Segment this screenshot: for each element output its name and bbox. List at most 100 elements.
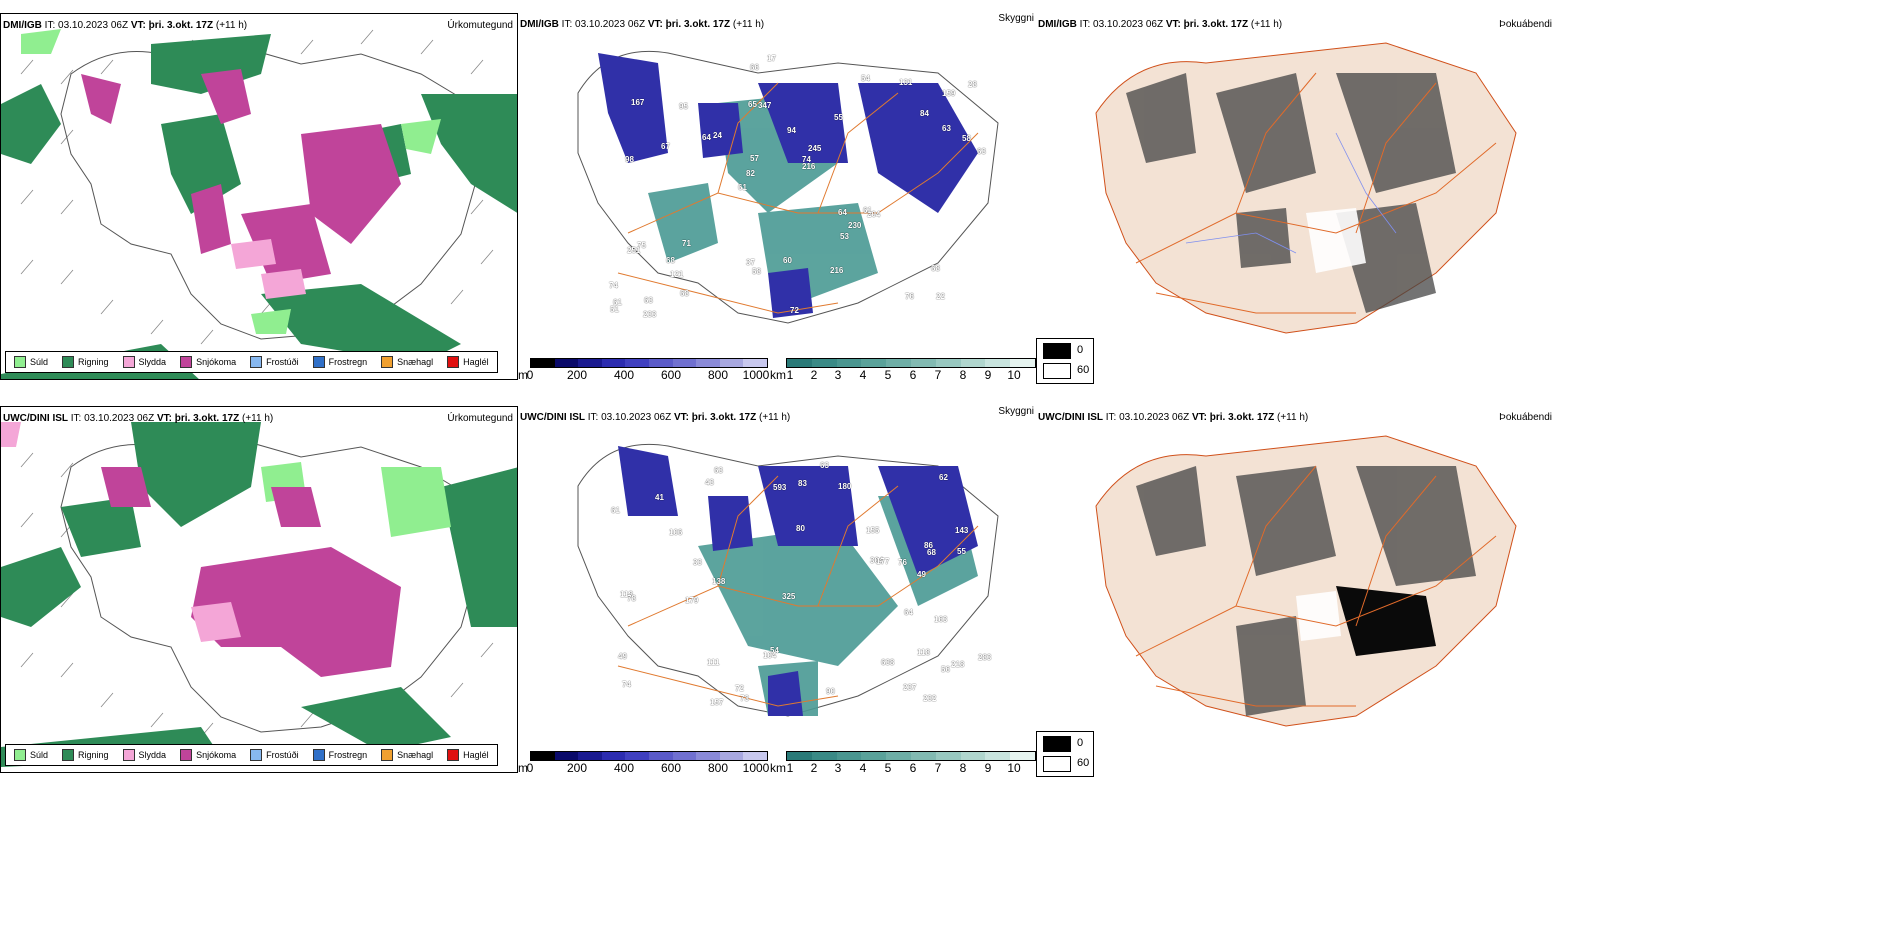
visibility-map-panel-2: UWC/DINI ISL IT: 03.10.2023 06Z VT: þri.… — [518, 406, 1036, 773]
legend-item: Slydda — [122, 356, 166, 368]
colorbar-swatch — [1010, 752, 1035, 760]
colorbar-swatch — [910, 359, 936, 367]
legend-item: Frostregn — [312, 749, 367, 761]
colorbar-tick: 9 — [984, 368, 992, 382]
legend-item: Snæhagl — [381, 749, 433, 761]
ceiling-value-label: 61 — [613, 298, 622, 307]
ceiling-value-label: 74 — [609, 281, 618, 290]
ceiling-value-label: 251 — [627, 246, 641, 255]
colorbar-tick: 6 — [909, 368, 917, 382]
colorbar-tick: 8 — [959, 368, 967, 382]
colorbar-tick: 4 — [859, 368, 867, 382]
ceiling-value-label: 304 — [870, 556, 884, 565]
precip-map-2 — [1, 422, 517, 767]
ceiling-value-label: 98 — [625, 155, 634, 164]
precip-map-panel-2: UWC/DINI ISL IT: 03.10.2023 06Z VT: þri.… — [0, 406, 518, 773]
colorbar-swatch — [531, 359, 555, 367]
ceiling-value-label: 64 — [838, 208, 847, 217]
colorbar-tick: 4 — [859, 761, 867, 775]
ceiling-value-label: 180 — [838, 482, 852, 491]
fog-map-2 — [1095, 435, 1517, 727]
colorbar-swatch — [625, 359, 649, 367]
ceiling-value-label: 43 — [705, 478, 714, 487]
colorbar-swatch — [719, 359, 744, 367]
colorbar-tick: 1000 — [742, 761, 770, 775]
colorbar-tick: 0 — [526, 761, 534, 775]
ceiling-value-label: 54 — [861, 74, 870, 83]
visibility-map-1 — [577, 50, 999, 324]
ceiling-value-label: 82 — [746, 169, 755, 178]
colorbar-tick: 600 — [660, 368, 682, 382]
ceiling-value-label: 118 — [620, 590, 633, 599]
visibility-colorbar: km 1 2 3 4 5 6 7 8 9 10 — [770, 358, 1036, 382]
ceiling-value-label: 104 — [763, 651, 777, 660]
panel-title: UWC/DINI ISL IT: 03.10.2023 06Z VT: þri.… — [520, 412, 791, 423]
ceiling-value-label: 53 — [840, 232, 849, 241]
ceiling-value-label: 61 — [611, 506, 620, 515]
ceiling-value-label: 94 — [787, 126, 796, 135]
ceiling-value-label: 63 — [977, 147, 986, 156]
colorbar-tick: 8 — [959, 761, 967, 775]
ceiling-value-label: 163 — [934, 615, 948, 624]
ceiling-value-label: 638 — [881, 658, 895, 667]
colorbar-tick: 10 — [1007, 368, 1021, 382]
ceiling-value-label: 78 — [627, 594, 636, 603]
colorbar-swatch — [743, 359, 767, 367]
field-label: Þokuábendi — [1499, 412, 1552, 423]
legend-item: Snjókoma — [180, 749, 236, 761]
colorbar-tick: 800 — [707, 761, 729, 775]
ceiling-value-label: 76 — [898, 558, 907, 567]
ceiling-value-label: 325 — [782, 592, 796, 601]
ceiling-value-label: 41 — [655, 493, 664, 502]
precip-map-panel-1: DMI/IGB IT: 03.10.2023 06Z VT: þri. 3.ok… — [0, 13, 518, 380]
ceiling-value-label: 49 — [917, 570, 926, 579]
ceiling-value-label: 138 — [712, 577, 726, 586]
ceiling-value-label: 67 — [661, 142, 670, 151]
colorbar-tick: 1 — [786, 368, 794, 382]
ceiling-value-label: 232 — [923, 694, 937, 703]
panel-title: DMI/IGB IT: 03.10.2023 06Z VT: þri. 3.ok… — [1038, 19, 1283, 30]
ceiling-value-label: 65 — [748, 100, 757, 109]
ceiling-value-label: 218 — [951, 660, 965, 669]
colorbar-swatch — [811, 752, 837, 760]
fog-legend-label: 0 — [1077, 737, 1084, 749]
panel-title: UWC/DINI ISL IT: 03.10.2023 06Z VT: þri.… — [1038, 412, 1309, 423]
ceiling-value-label: 63 — [820, 461, 829, 470]
ceiling-value-label: 157 — [710, 698, 724, 707]
ceiling-colorbar: m 0 200 400 600 800 1000 — [518, 751, 770, 775]
colorbar-tick: 2 — [810, 761, 818, 775]
colorbar-tick: 7 — [934, 368, 942, 382]
ceiling-value-label: 61 — [738, 183, 747, 192]
ceiling-value-label: 24 — [713, 131, 722, 140]
legend-item: Slydda — [122, 749, 166, 761]
colorbar-swatch — [861, 359, 887, 367]
ceiling-value-label: 179 — [685, 596, 699, 605]
ceiling-value-label: 72 — [790, 306, 799, 315]
colorbar-swatch — [960, 359, 986, 367]
colorbar-tick: 600 — [660, 761, 682, 775]
colorbar-tick: 3 — [834, 368, 842, 382]
ceiling-value-label: 80 — [796, 524, 805, 533]
ceiling-value-label: 49 — [618, 652, 627, 661]
ceiling-colorbar: m 0 200 400 600 800 1000 — [518, 358, 769, 382]
ceiling-value-label: 60 — [783, 256, 792, 265]
ceiling-value-label: 118 — [917, 648, 930, 657]
colorbar-tick: 5 — [884, 761, 892, 775]
ceiling-value-label: 167 — [631, 98, 645, 107]
ceiling-value-label: 74 — [622, 680, 631, 689]
colorbar-tick: 200 — [566, 368, 588, 382]
legend-item: Frostúði — [250, 356, 299, 368]
ceiling-value-label: 61 — [863, 206, 872, 215]
colorbar-swatch — [625, 752, 649, 760]
colorbar-swatch — [1010, 359, 1035, 367]
ceiling-value-label: 86 — [924, 541, 933, 550]
legend-item: Snjókoma — [180, 356, 236, 368]
colorbar-tick: 400 — [613, 761, 635, 775]
ceiling-value-label: 63 — [644, 296, 653, 305]
precip-map-1 — [1, 29, 517, 379]
ceiling-value-label: 84 — [920, 109, 929, 118]
precip-type-legend: Súld Rigning Slydda Snjókoma Frostúði Fr… — [5, 744, 498, 766]
colorbar-swatch — [910, 752, 936, 760]
colorbar-swatch — [554, 752, 579, 760]
ceiling-value-label: 237 — [903, 683, 917, 692]
